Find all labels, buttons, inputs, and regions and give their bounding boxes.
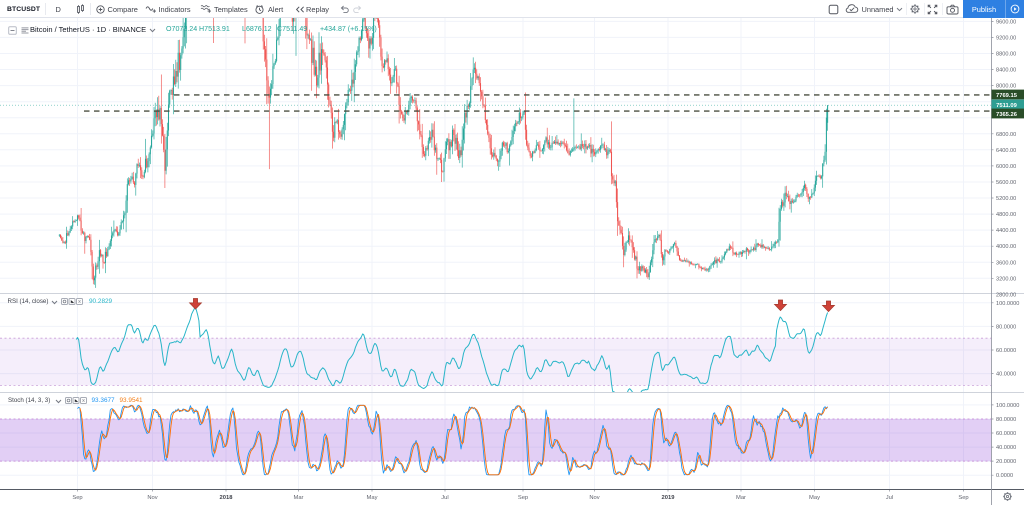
svg-text:3200.00: 3200.00 [996,276,1016,282]
svg-text:2018: 2018 [220,495,234,501]
svg-text:100.0000: 100.0000 [996,403,1019,409]
svg-text:80.0000: 80.0000 [996,324,1016,330]
svg-text:4000.00: 4000.00 [996,244,1016,250]
svg-text:5200.00: 5200.00 [996,196,1016,202]
svg-text:9200.00: 9200.00 [996,35,1016,41]
svg-text:2800.00: 2800.00 [996,292,1016,298]
svg-text:20.0000: 20.0000 [996,459,1016,465]
svg-text:8000.00: 8000.00 [996,84,1016,90]
svg-text:6400.00: 6400.00 [996,148,1016,154]
svg-text:9600.00: 9600.00 [996,19,1016,25]
svg-text:60.0000: 60.0000 [996,348,1016,354]
svg-text:4800.00: 4800.00 [996,212,1016,218]
svg-text:Nov: Nov [589,495,599,501]
svg-text:80.0000: 80.0000 [996,417,1016,423]
svg-text:8400.00: 8400.00 [996,68,1016,74]
svg-text:8800.00: 8800.00 [996,52,1016,58]
svg-text:2019: 2019 [662,495,676,501]
svg-text:6000.00: 6000.00 [996,164,1016,170]
svg-text:4400.00: 4400.00 [996,228,1016,234]
svg-text:May: May [809,495,820,501]
svg-text:Mar: Mar [736,495,746,501]
svg-text:6800.00: 6800.00 [996,132,1016,138]
svg-text:Sep: Sep [958,495,968,501]
svg-text:100.0000: 100.0000 [996,301,1019,307]
svg-text:60.0000: 60.0000 [996,431,1016,437]
svg-text:7511.09: 7511.09 [996,103,1017,109]
svg-text:Jul: Jul [886,495,893,501]
svg-text:40.0000: 40.0000 [996,445,1016,451]
svg-text:0.0000: 0.0000 [996,473,1013,479]
svg-text:7769.15: 7769.15 [996,93,1018,99]
svg-text:Sep: Sep [72,495,82,501]
svg-text:Nov: Nov [147,495,157,501]
svg-text:7365.26: 7365.26 [996,112,1018,118]
svg-text:Mar: Mar [294,495,304,501]
svg-text:May: May [367,495,378,501]
svg-text:Sep: Sep [518,495,528,501]
svg-text:5600.00: 5600.00 [996,180,1016,186]
svg-text:3600.00: 3600.00 [996,260,1016,266]
svg-text:Jul: Jul [441,495,448,501]
svg-text:40.0000: 40.0000 [996,372,1016,378]
